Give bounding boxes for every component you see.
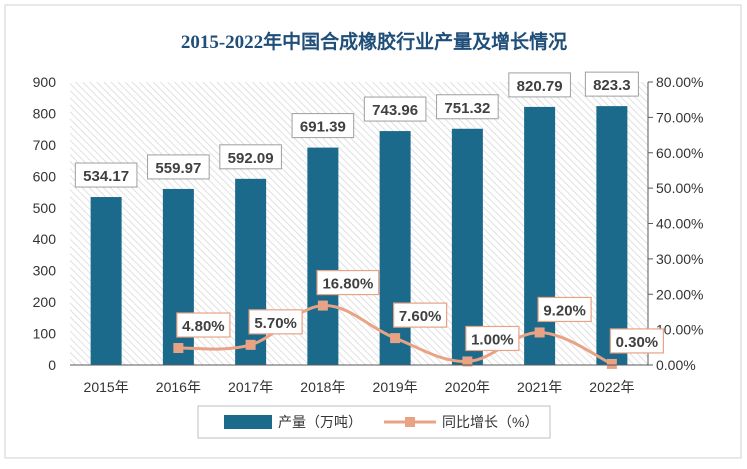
right-axis-tick-label: 40.00%	[656, 216, 703, 232]
bar-data-label: 743.96	[372, 102, 418, 119]
bar	[451, 128, 483, 365]
left-axis-tick-label: 900	[33, 74, 57, 90]
legend-line-marker	[405, 417, 415, 427]
left-axis-tick-label: 100	[33, 326, 57, 342]
line-data-label-box	[393, 302, 448, 328]
bar-data-label: 820.79	[517, 78, 563, 95]
line-data-label: 9.20%	[543, 302, 586, 319]
right-axis: 0.00% 10.00% 20.00% 30.00% 40.00% 50.00% 60.00…	[647, 74, 703, 373]
line-data-label: 7.60%	[399, 308, 442, 325]
line-data-label-box	[465, 325, 520, 352]
line-marker	[245, 339, 256, 350]
legend-bar-label: 产量（万吨）	[278, 414, 362, 430]
left-axis-tick-label: 400	[33, 231, 57, 247]
line-data-label: 16.80%	[322, 276, 373, 293]
x-axis-tick-label: 2018年	[300, 379, 345, 395]
x-axis-tick-label: 2021年	[517, 379, 562, 395]
line-marker	[534, 327, 545, 338]
bar	[379, 131, 411, 365]
bar-data-label-box	[508, 72, 571, 98]
bar-data-label-box	[436, 94, 499, 120]
bar	[162, 188, 194, 365]
line-data-label-box	[248, 309, 303, 335]
right-axis-tick-label: 30.00%	[656, 251, 703, 267]
left-axis-tick-label: 500	[33, 200, 57, 216]
bar-data-label-box	[147, 154, 210, 180]
bar	[90, 197, 122, 365]
bar-data-label-box	[584, 71, 639, 97]
bar-data-label-box	[363, 96, 427, 122]
x-axis-tick-label: 2015年	[84, 379, 129, 395]
line-data-label: 4.80%	[182, 318, 225, 335]
x-axis-tick-label: 2019年	[373, 379, 418, 395]
line-marker	[173, 343, 184, 354]
line-data-label-box	[609, 328, 664, 354]
line-data-label: 5.70%	[254, 315, 297, 332]
x-axis-tick-label: 2017年	[228, 379, 273, 395]
right-axis-tick-label: 20.00%	[656, 286, 703, 302]
left-axis-tick-label: 600	[33, 168, 57, 184]
legend: 产量（万吨） 同比增长（%）	[197, 405, 551, 439]
bar-data-label: 823.3	[593, 77, 631, 94]
left-axis-tick-label: 700	[33, 137, 57, 153]
bar	[524, 106, 556, 366]
line-marker	[390, 333, 401, 344]
x-axis: 2015年 2016年 2017年 2018年 2019年 2020年 2021年 2022年	[70, 364, 648, 395]
bar-data-label: 751.32	[444, 100, 490, 117]
bar-data-label: 691.39	[300, 119, 346, 136]
x-axis-tick-label: 2020年	[445, 379, 490, 395]
bar-data-label-box	[219, 144, 282, 170]
left-axis-tick-label: 0	[48, 357, 56, 373]
chart-title: 2015-2022年中国合成橡胶行业产量及增长情况	[181, 30, 567, 53]
line-marker	[606, 358, 617, 369]
left-axis-tick-label: 200	[33, 294, 57, 310]
line-data-label: 1.00%	[471, 331, 514, 348]
line-data-label-box	[537, 296, 592, 323]
line-data-label-box	[316, 269, 380, 296]
line-marker	[317, 300, 328, 311]
left-axis-tick-label: 800	[33, 105, 57, 121]
legend-line-label: 同比增长（%）	[442, 414, 538, 430]
right-axis-tick-label: 70.00%	[656, 109, 703, 125]
line-series: 4.80% 5.70% 16.80% 7.60% 1.00% 9.20% 0.30%	[173, 269, 664, 369]
x-axis-tick-label: 2022年	[589, 379, 634, 395]
bar-data-label: 534.17	[83, 168, 129, 185]
bar-data-label: 592.09	[228, 150, 274, 167]
right-axis-tick-label: 60.00%	[656, 145, 703, 161]
left-axis: 0 100 200 300 400 500 600 700 800 900	[33, 74, 57, 373]
left-axis-tick-label: 300	[33, 263, 57, 279]
right-axis-tick-label: 50.00%	[656, 180, 703, 196]
bar	[235, 178, 267, 365]
bar	[596, 106, 628, 365]
plot-area	[70, 82, 648, 365]
line-data-label-box	[176, 312, 231, 338]
bar-data-label-box	[291, 113, 355, 139]
line-marker	[462, 356, 473, 367]
right-axis-tick-label: 10.00%	[656, 322, 703, 338]
line-data-label: 0.30%	[616, 334, 659, 351]
legend-bar-swatch	[224, 415, 272, 429]
bar-data-label: 559.97	[155, 160, 201, 177]
bar	[307, 147, 339, 365]
x-axis-tick-label: 2016年	[156, 379, 201, 395]
bar-data-label-box	[74, 162, 138, 188]
right-axis-tick-label: 0.00%	[656, 357, 696, 373]
right-axis-tick-label: 80.00%	[656, 74, 703, 90]
